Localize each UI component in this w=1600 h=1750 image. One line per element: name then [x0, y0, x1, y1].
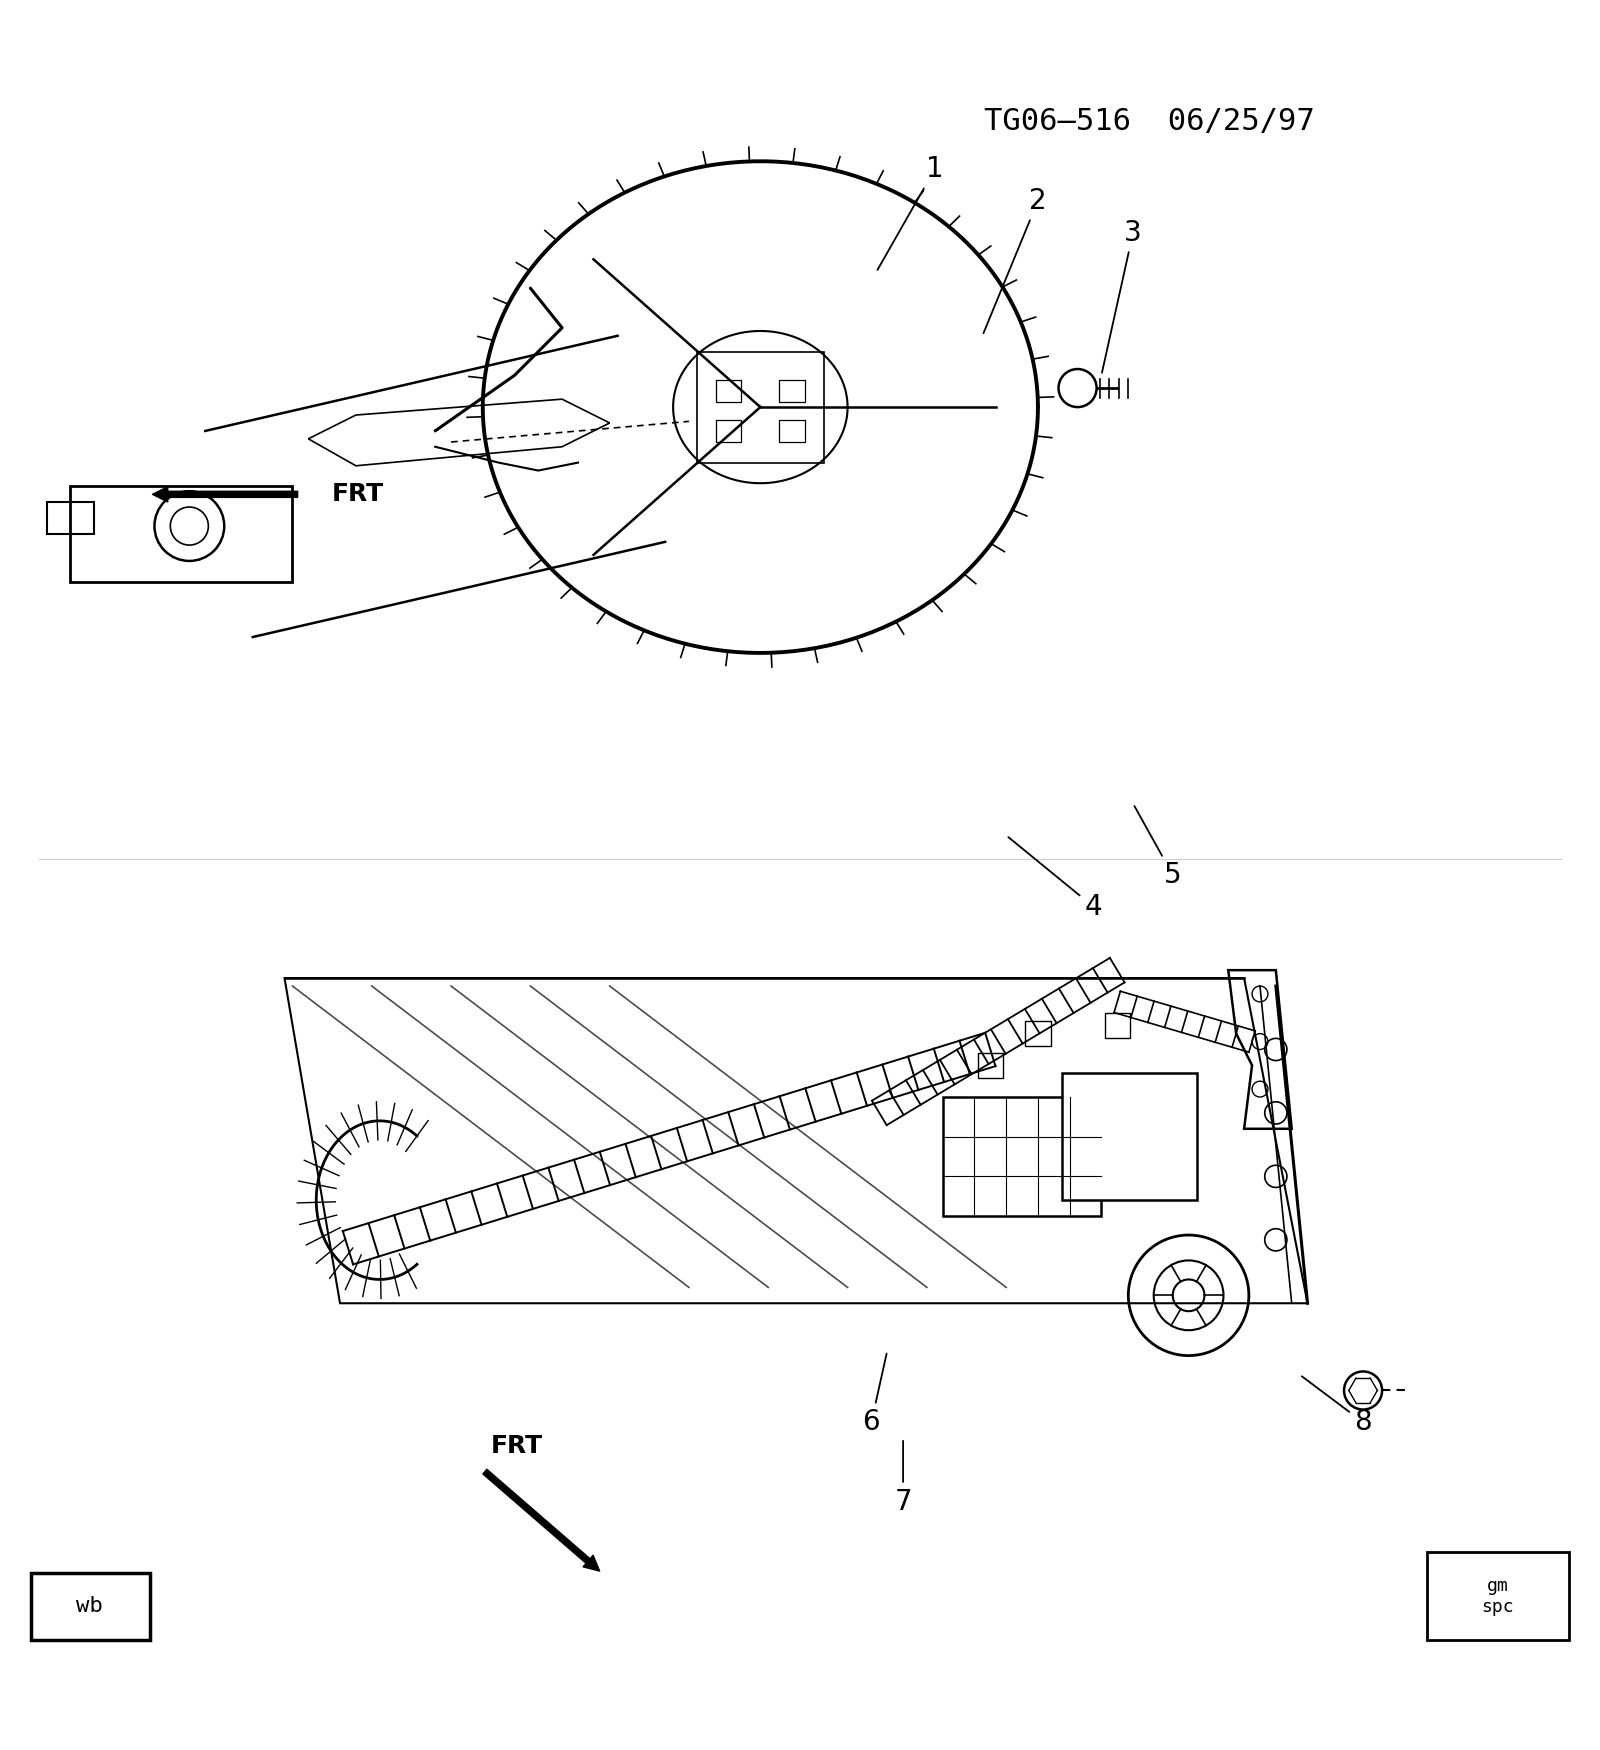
- Text: gm
spc: gm spc: [1482, 1577, 1514, 1615]
- Text: FRT: FRT: [491, 1433, 542, 1458]
- Bar: [715, 380, 741, 402]
- Bar: [942, 1097, 1101, 1216]
- Bar: [1104, 1013, 1130, 1038]
- Text: 5: 5: [1134, 807, 1181, 889]
- Text: 4: 4: [1008, 836, 1102, 921]
- Bar: [1026, 1020, 1051, 1046]
- Text: TG06–516  06/25/97: TG06–516 06/25/97: [984, 107, 1314, 136]
- Bar: [715, 420, 741, 443]
- Text: wb: wb: [77, 1596, 102, 1617]
- Bar: [978, 1054, 1003, 1078]
- Text: 8: 8: [1302, 1376, 1371, 1437]
- Bar: [779, 420, 805, 443]
- Text: 7: 7: [894, 1440, 912, 1516]
- Bar: [698, 352, 824, 462]
- Bar: [70, 487, 293, 581]
- Text: 1: 1: [877, 156, 944, 270]
- Bar: [779, 380, 805, 402]
- Text: FRT: FRT: [333, 483, 384, 506]
- Text: 2: 2: [984, 187, 1046, 332]
- Text: 3: 3: [1102, 219, 1142, 373]
- Text: 6: 6: [862, 1353, 886, 1437]
- Bar: [1062, 1073, 1197, 1200]
